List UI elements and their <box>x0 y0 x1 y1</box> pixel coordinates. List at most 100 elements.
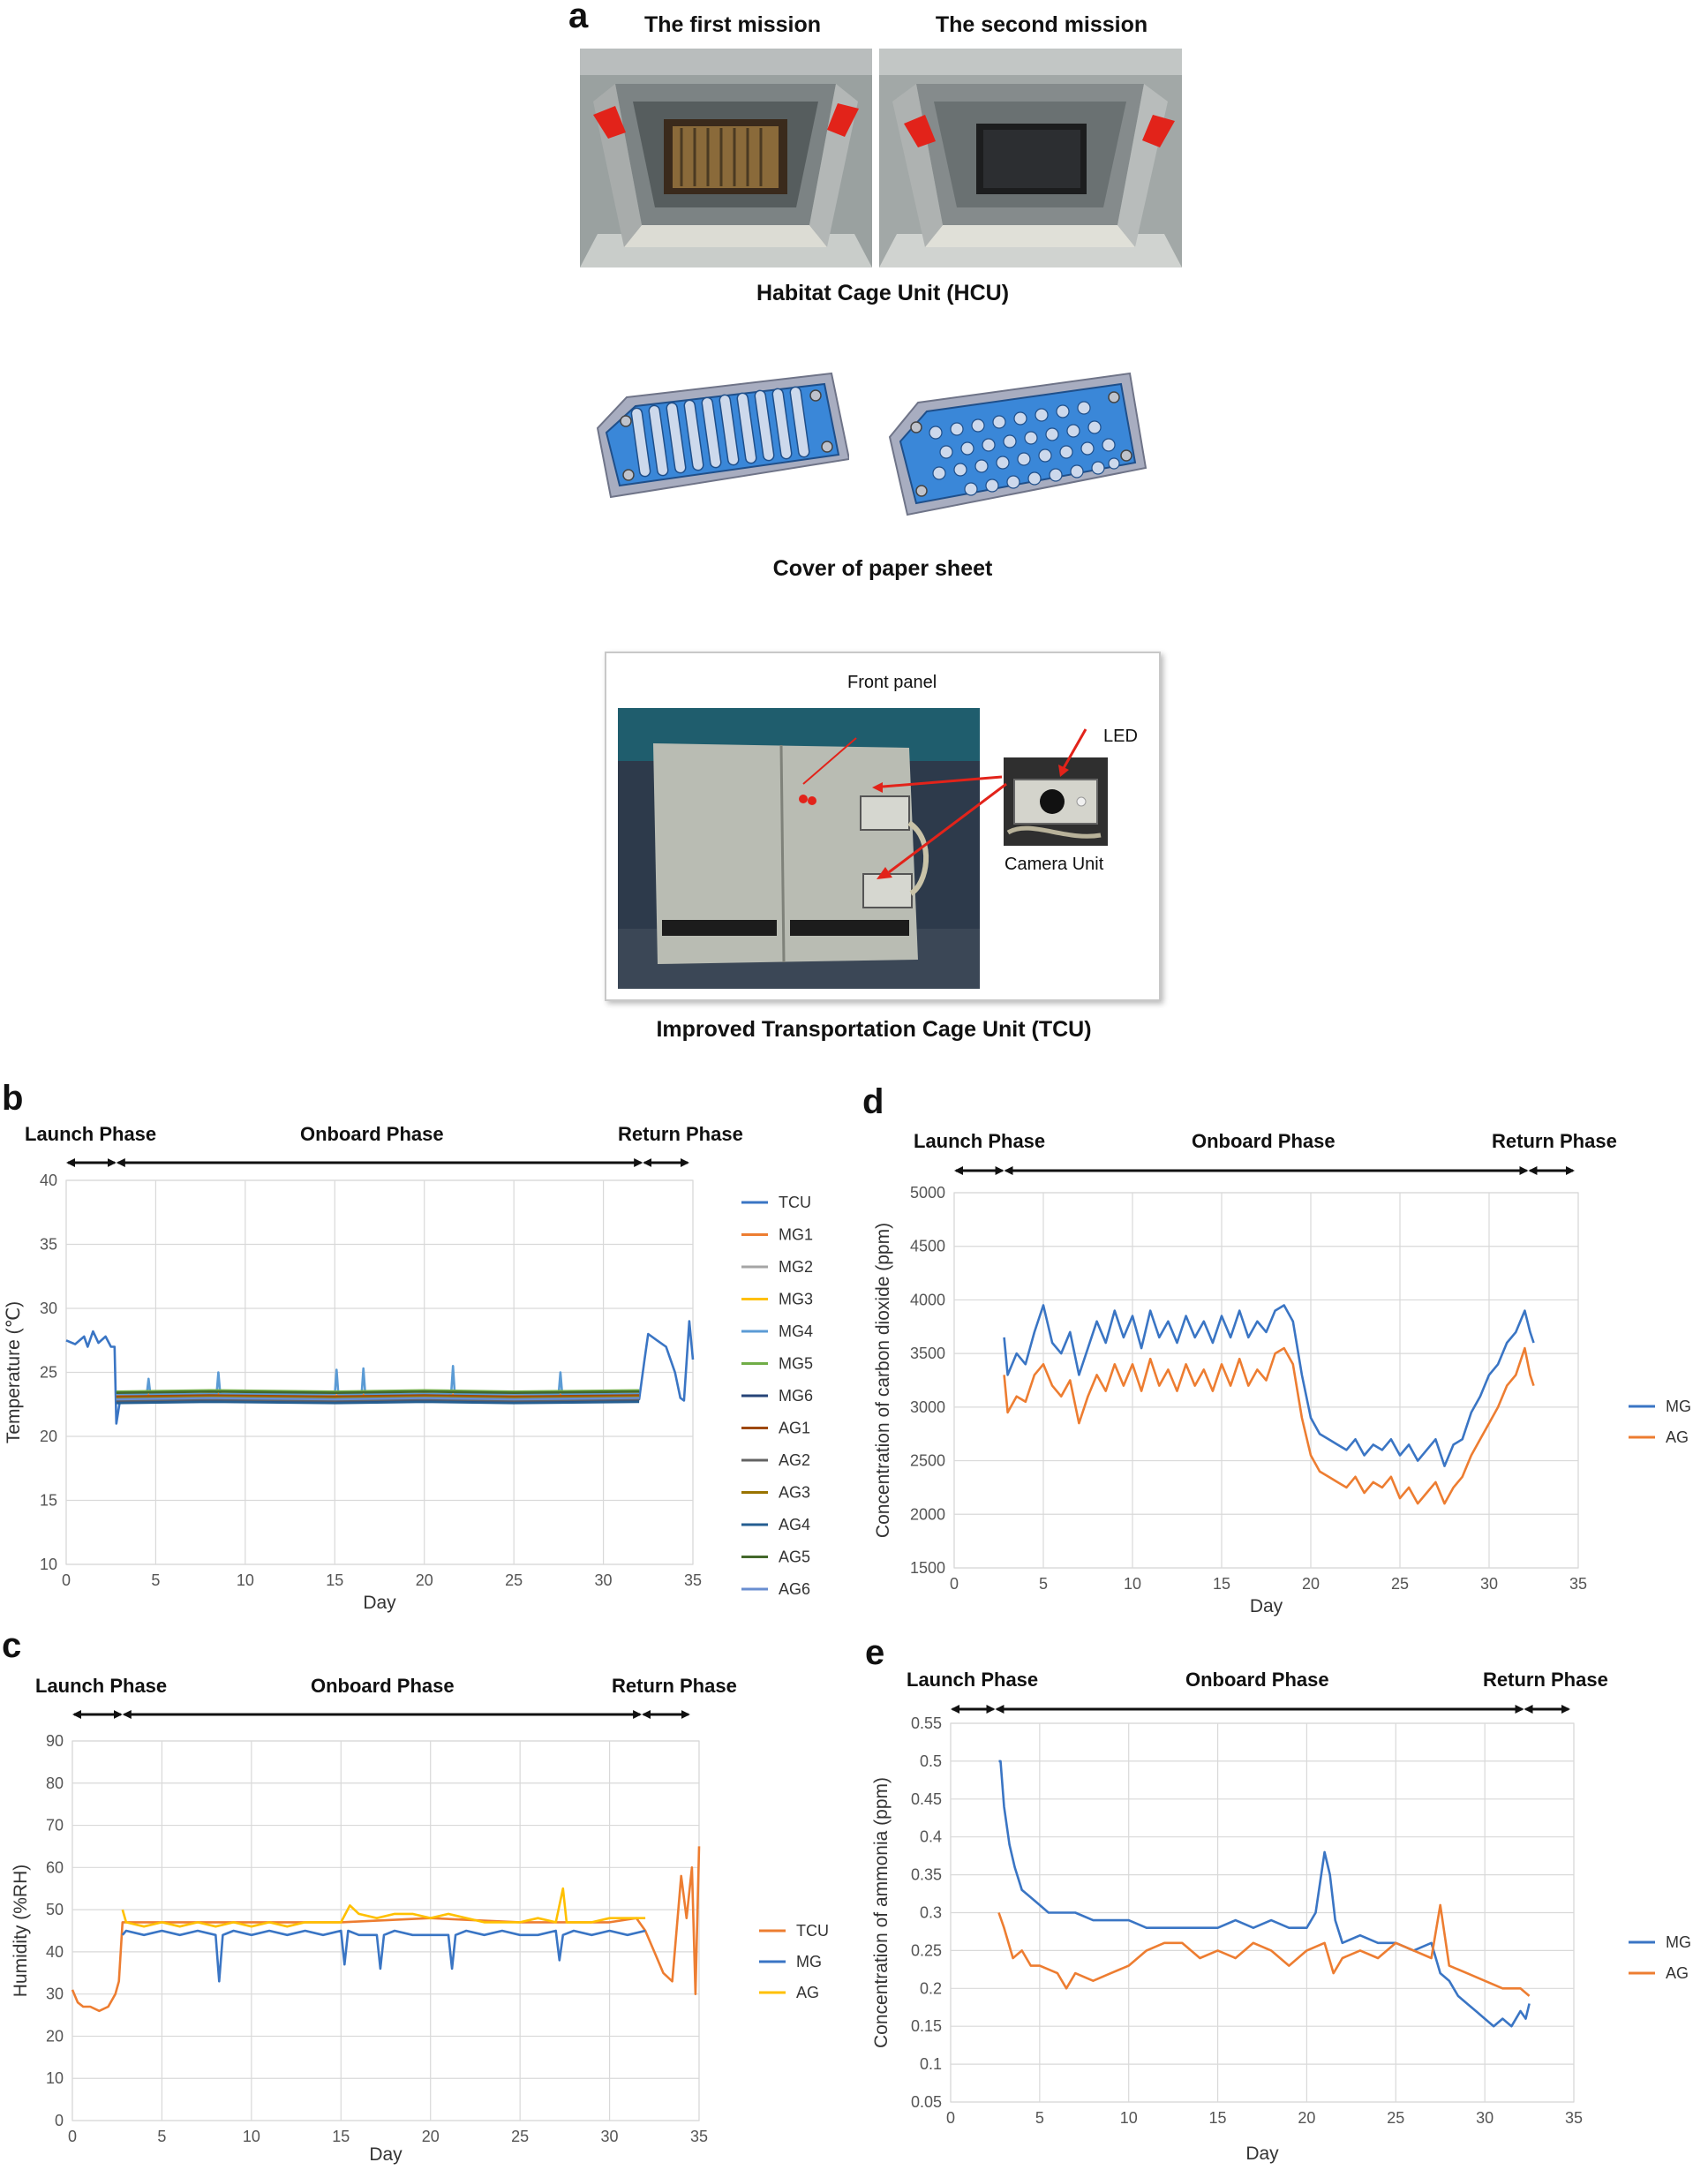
plot-area <box>953 1192 1579 1569</box>
cover-caption: Cover of paper sheet <box>772 556 993 581</box>
x-tick-label: 0 <box>946 2109 955 2127</box>
panel-letter-c: c <box>2 1626 22 1665</box>
x-tick-label: 15 <box>1213 1575 1230 1593</box>
launch-phase-label: Launch Phase <box>907 1669 1038 1691</box>
y-tick-label: 10 <box>46 2069 64 2087</box>
y-tick-label: 0.35 <box>911 1866 942 1884</box>
y-tick-label: 3500 <box>910 1345 945 1362</box>
series-line-mg <box>121 1929 646 1983</box>
series-line-mg4 <box>116 1364 640 1396</box>
x-tick-label: 20 <box>1302 1575 1320 1593</box>
legend-entry-mg1: MG1 <box>779 1226 813 1244</box>
x-tick-label: 25 <box>1387 2109 1404 2127</box>
return-phase-label: Return Phase <box>612 1675 737 1697</box>
y-tick-label: 0.3 <box>920 1904 942 1922</box>
x-axis-title: Day <box>1250 1596 1283 1616</box>
legend-entry-mg3: MG3 <box>779 1291 813 1308</box>
x-tick-label: 5 <box>151 1571 160 1589</box>
x-tick-label: 30 <box>601 2128 619 2145</box>
x-tick-label: 35 <box>1565 2109 1583 2127</box>
label-front-panel: Front panel <box>847 673 937 692</box>
x-tick-label: 5 <box>157 2128 166 2145</box>
legend-entry-mg: MG <box>1666 1933 1691 1951</box>
series-line-ag <box>997 1903 1531 1997</box>
return-phase-label: Return Phase <box>618 1123 743 1145</box>
panel-letter-b: b <box>2 1079 24 1118</box>
y-tick-label: 20 <box>46 2027 64 2045</box>
y-tick-label: 2500 <box>910 1452 945 1470</box>
series-line-mg5 <box>116 1389 640 1393</box>
y-tick-label: 20 <box>40 1428 57 1445</box>
hcu-photo-first-mission <box>580 49 872 267</box>
legend-entry-ag2: AG2 <box>779 1451 810 1469</box>
x-tick-label: 20 <box>422 2128 440 2145</box>
series-line-mg6 <box>116 1399 640 1404</box>
x-tick-label: 15 <box>332 2128 350 2145</box>
x-tick-label: 15 <box>1209 2109 1227 2127</box>
panel-letter-e: e <box>865 1633 885 1672</box>
y-tick-label: 80 <box>46 1774 64 1792</box>
series-line-ag1 <box>116 1394 640 1398</box>
ammonia-chart: Launch Phase Onboard Phase Return Phase 0.0… <box>871 1669 1691 2164</box>
x-tick-label: 35 <box>690 2128 708 2145</box>
x-tick-label: 15 <box>326 1571 343 1589</box>
x-tick-label: 5 <box>1039 1575 1048 1593</box>
legend-entry-ag3: AG3 <box>779 1484 810 1502</box>
y-tick-label: 15 <box>40 1492 57 1510</box>
return-phase-label: Return Phase <box>1483 1669 1608 1691</box>
humidity-chart: Launch Phase Onboard Phase Return Phase 0 10… <box>11 1675 829 2165</box>
hcu-caption: Habitat Cage Unit (HCU) <box>756 281 1010 305</box>
plot-area <box>65 1179 694 1565</box>
legend-entry-ag4: AG4 <box>779 1516 810 1533</box>
y-tick-label: 0.1 <box>920 2055 942 2073</box>
legend-entry-ag6: AG6 <box>779 1580 810 1598</box>
series-line-ag <box>121 1887 646 1928</box>
legend-entry-mg5: MG5 <box>779 1355 813 1373</box>
legend-entry-tcu: TCU <box>779 1194 811 1211</box>
y-tick-label: 0 <box>55 2112 64 2129</box>
y-tick-label: 30 <box>46 1985 64 2003</box>
onboard-phase-label: Onboard Phase <box>1192 1130 1336 1152</box>
series-line-mg <box>1003 1304 1535 1467</box>
legend-entry-tcu: TCU <box>796 1922 829 1940</box>
y-tick-label: 70 <box>46 1817 64 1835</box>
y-tick-label: 25 <box>40 1364 57 1382</box>
legend-entry-ag: AG <box>796 1984 819 2001</box>
x-tick-label: 30 <box>595 1571 613 1589</box>
x-tick-label: 25 <box>505 1571 523 1589</box>
x-axis-title: Day <box>369 2144 403 2165</box>
series-line-ag3 <box>116 1395 640 1399</box>
x-tick-label: 30 <box>1476 2109 1494 2127</box>
series-line-ag4 <box>116 1400 640 1405</box>
label-camera-unit: Camera Unit <box>1004 855 1104 874</box>
y-tick-label: 50 <box>46 1901 64 1918</box>
y-tick-label: 60 <box>46 1858 64 1876</box>
y-tick-label: 90 <box>46 1732 64 1750</box>
series-line-ag6 <box>116 1397 640 1401</box>
x-axis-title: Day <box>1245 2144 1279 2164</box>
x-tick-label: 10 <box>237 1571 254 1589</box>
launch-phase-label: Launch Phase <box>914 1130 1045 1152</box>
y-tick-label: 5000 <box>910 1184 945 1202</box>
x-tick-label: 10 <box>1120 2109 1138 2127</box>
y-tick-label: 40 <box>40 1172 57 1189</box>
series-line-ag5 <box>116 1390 640 1395</box>
hcu-photo-second-mission <box>879 49 1182 267</box>
y-tick-label: 4500 <box>910 1238 945 1255</box>
label-led: LED <box>1103 727 1138 746</box>
panel-letter-a: a <box>568 0 589 35</box>
tcu-caption: Improved Transportation Cage Unit (TCU) <box>656 1017 1092 1042</box>
y-axis-title: Concentration of ammonia (ppm) <box>871 1777 892 2048</box>
y-tick-label: 30 <box>40 1300 57 1317</box>
temperature-chart: Launch Phase Onboard Phase Return Phase 10 1… <box>4 1123 813 1613</box>
carbon-dioxide-chart: Launch Phase Onboard Phase Return Phase150… <box>873 1130 1691 1616</box>
y-tick-label: 0.55 <box>911 1714 942 1732</box>
panel-letter-d: d <box>862 1082 884 1121</box>
legend-entry-mg2: MG2 <box>779 1258 813 1276</box>
y-tick-label: 0.15 <box>911 2017 942 2035</box>
x-tick-label: 10 <box>243 2128 260 2145</box>
y-tick-label: 4000 <box>910 1291 945 1308</box>
paper-cover-slotted <box>593 371 851 503</box>
x-tick-label: 35 <box>684 1571 702 1589</box>
y-tick-label: 35 <box>40 1236 57 1254</box>
